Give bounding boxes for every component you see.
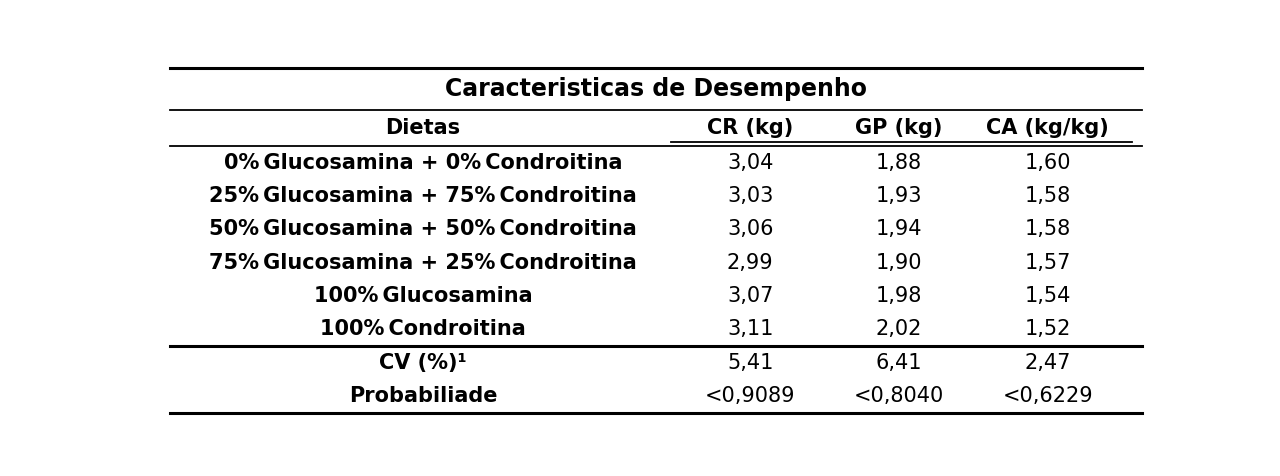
Text: <0,8040: <0,8040	[854, 386, 945, 406]
Text: 1,60: 1,60	[1024, 153, 1071, 173]
Text: 1,98: 1,98	[876, 286, 922, 306]
Text: 0% Glucosamina + 0% Condroitina: 0% Glucosamina + 0% Condroitina	[224, 153, 622, 173]
Text: 100% Glucosamina: 100% Glucosamina	[314, 286, 532, 306]
Text: 1,58: 1,58	[1025, 219, 1071, 239]
Text: 2,99: 2,99	[727, 253, 773, 273]
Text: 3,07: 3,07	[727, 286, 773, 306]
Text: 1,52: 1,52	[1025, 319, 1071, 339]
Text: <0,9089: <0,9089	[705, 386, 795, 406]
Text: 1,58: 1,58	[1025, 186, 1071, 206]
Text: 75% Glucosamina + 25% Condroitina: 75% Glucosamina + 25% Condroitina	[209, 253, 636, 273]
Text: 1,94: 1,94	[876, 219, 923, 239]
Text: 3,03: 3,03	[727, 186, 773, 206]
Text: CR (kg): CR (kg)	[707, 118, 794, 139]
Text: 1,54: 1,54	[1025, 286, 1071, 306]
Text: 3,06: 3,06	[727, 219, 773, 239]
Text: 50% Glucosamina + 50% Condroitina: 50% Glucosamina + 50% Condroitina	[209, 219, 636, 239]
Text: <0,6229: <0,6229	[1002, 386, 1093, 406]
Text: Dietas: Dietas	[385, 118, 461, 139]
Text: GP (kg): GP (kg)	[855, 118, 943, 139]
Text: 2,02: 2,02	[876, 319, 922, 339]
Text: Caracteristicas de Desempenho: Caracteristicas de Desempenho	[445, 77, 867, 101]
Text: 1,93: 1,93	[876, 186, 923, 206]
Text: 1,57: 1,57	[1025, 253, 1071, 273]
Text: 6,41: 6,41	[876, 353, 923, 373]
Text: CA (kg/kg): CA (kg/kg)	[987, 118, 1110, 139]
Text: 1,88: 1,88	[876, 153, 922, 173]
Text: Probabiliade: Probabiliade	[348, 386, 497, 406]
Text: 25% Glucosamina + 75% Condroitina: 25% Glucosamina + 75% Condroitina	[209, 186, 636, 206]
Text: CV (%)¹: CV (%)¹	[379, 353, 467, 373]
Text: 5,41: 5,41	[727, 353, 773, 373]
Text: 100% Condroitina: 100% Condroitina	[320, 319, 526, 339]
Text: 1,90: 1,90	[876, 253, 923, 273]
Text: 3,04: 3,04	[727, 153, 773, 173]
Text: 2,47: 2,47	[1025, 353, 1071, 373]
Text: 3,11: 3,11	[727, 319, 773, 339]
